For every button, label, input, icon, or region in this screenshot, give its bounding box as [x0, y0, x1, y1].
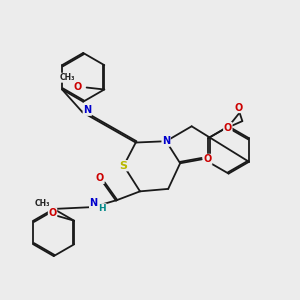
Text: O: O [203, 154, 212, 164]
Text: O: O [74, 82, 82, 92]
Text: N: N [162, 136, 170, 146]
Text: CH₃: CH₃ [60, 73, 76, 82]
Text: N: N [90, 198, 98, 208]
Text: H: H [98, 204, 106, 213]
Text: O: O [234, 103, 242, 112]
Text: N: N [83, 105, 91, 115]
Text: O: O [224, 123, 232, 133]
Text: CH₃: CH₃ [34, 199, 50, 208]
Text: O: O [96, 173, 104, 183]
Text: O: O [48, 208, 57, 218]
Text: S: S [120, 161, 128, 171]
